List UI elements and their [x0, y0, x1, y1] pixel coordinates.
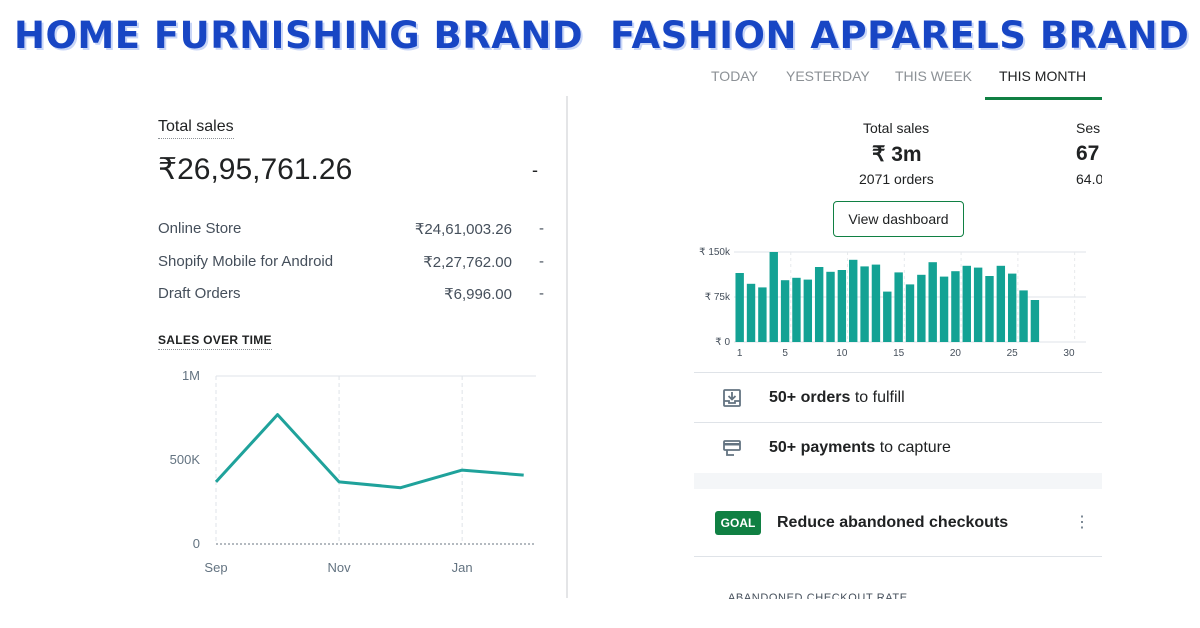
stat-sessions-value: 67: [1076, 142, 1100, 165]
bar-day: [939, 276, 949, 342]
active-tab-indicator: [985, 97, 1102, 100]
y-tick-label: ₹ 75k: [705, 292, 731, 303]
total-sales-value: ₹26,95,761.26: [158, 153, 353, 186]
task-orders-to-fulfill[interactable]: 50+ orders to fulfill: [694, 374, 1102, 422]
abandoned-checkout-rate-label: ABANDONED CHECKOUT RATE: [728, 592, 908, 599]
channel-amount: ₹24,61,003.26: [414, 221, 512, 238]
bar-day: [905, 284, 915, 342]
bar-day: [769, 252, 778, 342]
stat-total-sales-label: Total sales: [863, 120, 930, 136]
view-dashboard-button[interactable]: View dashboard: [833, 201, 964, 237]
channel-change: -: [539, 285, 544, 302]
bar-day: [814, 267, 824, 342]
more-vertical-icon[interactable]: ⋮: [1074, 514, 1090, 531]
section-gap: [694, 473, 1102, 489]
bar-day: [1019, 290, 1028, 342]
bar-day: [962, 265, 971, 342]
y-tick-label: 0: [193, 536, 200, 551]
bar-day: [985, 276, 994, 342]
bar-day: [860, 266, 869, 342]
divider: [694, 372, 1102, 373]
stat-sessions-label: Ses: [1076, 120, 1101, 136]
x-tick-label: Nov: [328, 560, 352, 575]
panel-divider: [566, 96, 568, 598]
bar-day: [826, 271, 835, 342]
bar-day: [735, 273, 744, 342]
bar-day: [1007, 273, 1017, 342]
x-tick-label: 30: [1063, 348, 1075, 359]
channel-row-online-store: Online Store ₹24,61,003.26 -: [158, 220, 544, 240]
channel-change: -: [539, 220, 544, 237]
inbox-download-icon: [723, 389, 741, 407]
tab-this-week[interactable]: THIS WEEK: [895, 68, 973, 84]
headline-fashion-apparels: FASHION APPARELS BRAND: [610, 14, 1190, 57]
x-tick-label: 10: [836, 348, 848, 359]
credit-card-icon: [723, 440, 741, 456]
task-text: 50+ payments to capture: [769, 439, 951, 456]
bar-day: [837, 270, 847, 342]
x-tick-label: 5: [782, 348, 788, 359]
x-tick-label: 15: [893, 348, 905, 359]
bar-day: [746, 283, 756, 342]
sessions-stat-clipped: Ses 67 64.0: [1060, 110, 1102, 200]
divider: [694, 422, 1102, 423]
bar-day: [894, 272, 903, 342]
stat-total-sales-value: ₹ 3m: [872, 143, 922, 166]
tab-this-month[interactable]: THIS MONTH: [999, 68, 1087, 84]
divider: [694, 556, 1102, 557]
task-text: 50+ orders to fulfill: [769, 389, 905, 406]
bar-day: [951, 271, 960, 342]
x-tick-label: 20: [950, 348, 962, 359]
total-sales-label[interactable]: Total sales: [158, 118, 234, 139]
bar-day: [928, 262, 937, 342]
total-sales-change: -: [532, 160, 538, 180]
headline-home-furnishing: HOME FURNISHING BRAND: [14, 14, 584, 57]
channel-amount: ₹6,996.00: [444, 286, 512, 303]
bar-day: [996, 265, 1006, 342]
bar-day: [871, 264, 881, 342]
bar-day: [780, 280, 790, 342]
stat-sessions-sub: 64.0: [1076, 171, 1102, 187]
y-tick-label: ₹ 150k: [699, 247, 731, 258]
bar-day: [883, 291, 892, 342]
sales-over-time-chart: 0 500K 1M Sep Nov Jan: [170, 368, 536, 575]
x-tick-label: Sep: [204, 560, 227, 575]
y-tick-label: 500K: [170, 452, 201, 467]
sales-over-time-label[interactable]: SALES OVER TIME: [158, 333, 272, 350]
y-tick-label: 1M: [182, 368, 200, 383]
x-tick-label: Jan: [452, 560, 473, 575]
bar-day: [849, 259, 858, 342]
channel-name: Draft Orders: [158, 285, 241, 302]
x-tick-label: 25: [1007, 348, 1019, 359]
tab-yesterday[interactable]: YESTERDAY: [786, 68, 870, 84]
tab-today[interactable]: TODAY: [711, 68, 758, 84]
channel-change: -: [539, 253, 544, 270]
task-payments-to-capture[interactable]: 50+ payments to capture: [694, 424, 1102, 472]
goal-badge: GOAL: [715, 511, 761, 535]
bar-day: [973, 267, 983, 342]
bar-day: [758, 287, 767, 342]
channel-row-draft-orders: Draft Orders ₹6,996.00 -: [158, 285, 544, 305]
x-tick-label: 1: [737, 348, 743, 359]
channel-amount: ₹2,27,762.00: [423, 254, 512, 271]
bar-day: [792, 277, 801, 342]
channel-name: Shopify Mobile for Android: [158, 253, 334, 270]
stat-total-orders: 2071 orders: [859, 171, 934, 187]
bar-day: [917, 274, 926, 342]
bar-day: [803, 279, 813, 342]
y-tick-label: ₹ 0: [715, 337, 730, 348]
bar-day: [1030, 300, 1040, 342]
sales-series-line: [214, 413, 524, 490]
channel-name: Online Store: [158, 220, 242, 237]
goal-title: Reduce abandoned checkouts: [777, 514, 1009, 531]
channel-row-shopify-mobile: Shopify Mobile for Android ₹2,27,762.00 …: [158, 253, 544, 273]
